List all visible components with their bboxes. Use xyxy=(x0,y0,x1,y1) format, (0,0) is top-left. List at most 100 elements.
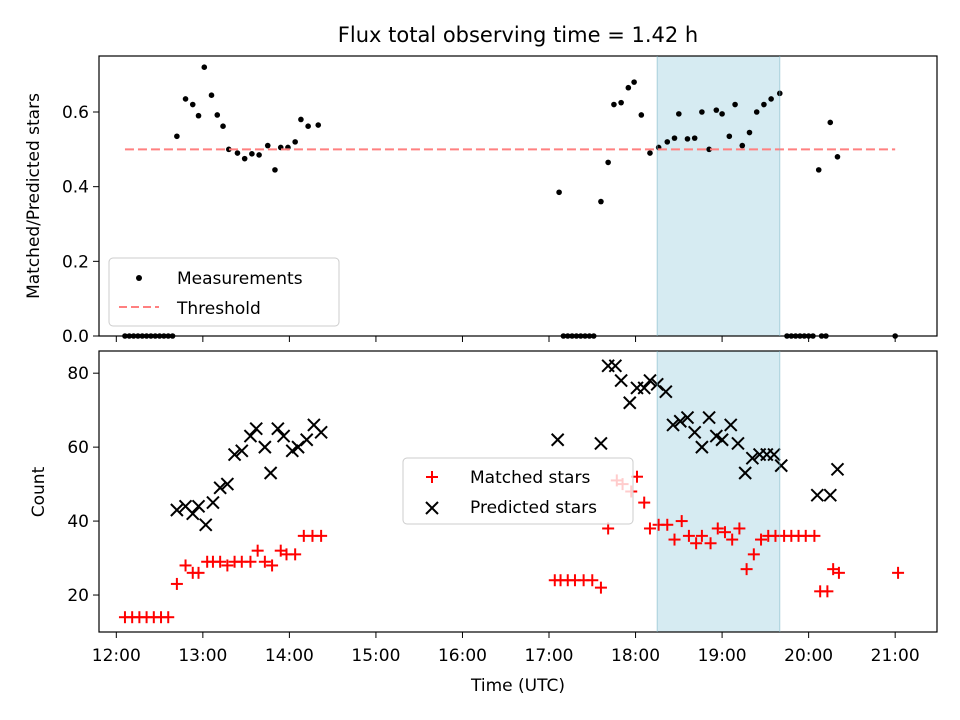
x-tick-label: 15:00 xyxy=(351,646,400,666)
top-y-tick-label: 0.2 xyxy=(62,252,89,272)
bot-y-tick-label: 20 xyxy=(67,586,89,606)
chart-title: Flux total observing time = 1.42 h xyxy=(338,23,698,47)
measurement-point xyxy=(691,135,698,141)
x-tick-label: 12:00 xyxy=(92,646,141,666)
measurement-point xyxy=(761,101,767,108)
x-tick-label: 19:00 xyxy=(698,646,747,666)
matched-star-point xyxy=(179,559,192,572)
predicted-star-point xyxy=(687,425,702,440)
x-tick-label: 16:00 xyxy=(438,646,487,666)
predicted-star-point xyxy=(745,451,760,465)
predicted-star-point xyxy=(314,425,328,440)
measurement-point xyxy=(611,101,617,108)
x-tick-label: 13:00 xyxy=(178,646,227,666)
matched-star-point xyxy=(668,533,681,546)
legend-matched-label: Matched stars xyxy=(470,468,590,488)
measurement-point xyxy=(815,167,822,173)
measurement-point xyxy=(638,112,645,118)
bottom-x-ticks: 12:00 13:00 14:00 15:00 16:00 17:00 18:00 19:00… xyxy=(92,632,920,666)
matched-star-point xyxy=(244,555,257,568)
predicted-star-point xyxy=(199,518,213,532)
matched-star-point xyxy=(755,533,768,546)
bottom-y-axis-label: Count xyxy=(29,466,49,517)
legend-measurements-marker xyxy=(136,275,142,281)
predicted-star-point xyxy=(191,499,206,513)
bottom-legend: Matched stars Predicted stars xyxy=(402,457,634,525)
bot-y-tick-label: 80 xyxy=(67,364,89,384)
matched-star-point xyxy=(251,544,264,557)
measurement-point xyxy=(699,109,705,115)
bottom-legend-box xyxy=(402,457,634,525)
measurement-point xyxy=(713,107,720,113)
measurement-point xyxy=(647,150,653,156)
predicted-star-point xyxy=(643,373,657,388)
predicted-star-point xyxy=(830,462,845,477)
top-y-axis-label: Matched/Predicted stars xyxy=(24,93,44,299)
measurement-point xyxy=(834,154,841,160)
top-y-tick-label: 0.0 xyxy=(62,327,89,347)
measurement-point xyxy=(631,79,637,85)
bot-y-tick-label: 40 xyxy=(67,512,89,532)
x-tick-label: 21:00 xyxy=(871,646,920,666)
measurement-point xyxy=(706,146,712,153)
legend-matched-marker xyxy=(426,471,438,483)
matched-star-point xyxy=(192,566,205,579)
predicted-star-point xyxy=(774,458,788,473)
predicted-star-point xyxy=(608,359,623,373)
matched-star-point xyxy=(690,537,703,550)
predicted-star-point xyxy=(285,444,299,458)
top-panel: 0.0 0.2 0.4 0.6 Matched/Predicted stars Mea… xyxy=(24,55,938,347)
measurement-point xyxy=(605,159,611,166)
top-axes-frame xyxy=(98,55,938,337)
measurement-point xyxy=(220,123,226,129)
measurement-point xyxy=(746,129,753,136)
matched-star-point xyxy=(821,585,834,598)
measurement-point xyxy=(249,151,255,157)
top-y-tick-label: 0.4 xyxy=(62,178,89,198)
measurement-point xyxy=(753,109,760,115)
top-observing-window xyxy=(657,56,780,336)
measurement-point xyxy=(226,146,232,153)
bottom-series xyxy=(118,359,905,624)
legend-predicted-marker xyxy=(425,501,439,515)
measurement-point xyxy=(208,92,215,98)
predicted-star-point xyxy=(594,436,608,451)
top-x-ticks xyxy=(115,336,896,342)
predicted-star-point xyxy=(235,444,249,458)
x-tick-label: 17:00 xyxy=(525,646,574,666)
predicted-star-point xyxy=(724,418,738,432)
matched-star-point xyxy=(718,526,731,539)
matched-star-point xyxy=(266,559,279,572)
predicted-star-point xyxy=(673,414,687,428)
predicted-star-point xyxy=(709,429,724,443)
predicted-star-point xyxy=(550,433,565,447)
matched-star-point xyxy=(832,566,845,579)
measurement-point xyxy=(726,133,733,140)
matched-star-point xyxy=(289,548,302,561)
matched-star-point xyxy=(162,611,175,624)
predicted-star-point xyxy=(271,421,285,436)
x-tick-label: 20:00 xyxy=(784,646,833,666)
x-tick-label: 14:00 xyxy=(265,646,314,666)
measurement-point xyxy=(195,112,202,119)
predicted-star-point xyxy=(227,447,242,462)
predicted-star-point xyxy=(767,447,781,462)
matched-star-point xyxy=(661,518,674,531)
bot-y-tick-label: 60 xyxy=(67,438,89,458)
bottom-y-ticks: 20 40 60 80 xyxy=(67,364,99,606)
predicted-star-point xyxy=(299,433,314,447)
predicted-star-point xyxy=(823,488,837,502)
x-axis-label: Time (UTC) xyxy=(470,676,565,696)
bottom-observing-window xyxy=(657,351,780,632)
measurement-point xyxy=(182,96,189,102)
measurement-point xyxy=(719,111,725,117)
matched-star-point xyxy=(808,529,821,542)
legend-measurements-label: Measurements xyxy=(177,269,303,289)
matched-star-point xyxy=(733,522,746,535)
matched-star-point xyxy=(682,529,695,542)
legend-predicted-label: Predicted stars xyxy=(470,498,597,518)
measurement-point xyxy=(739,142,746,149)
x-tick-label: 18:00 xyxy=(611,646,660,666)
